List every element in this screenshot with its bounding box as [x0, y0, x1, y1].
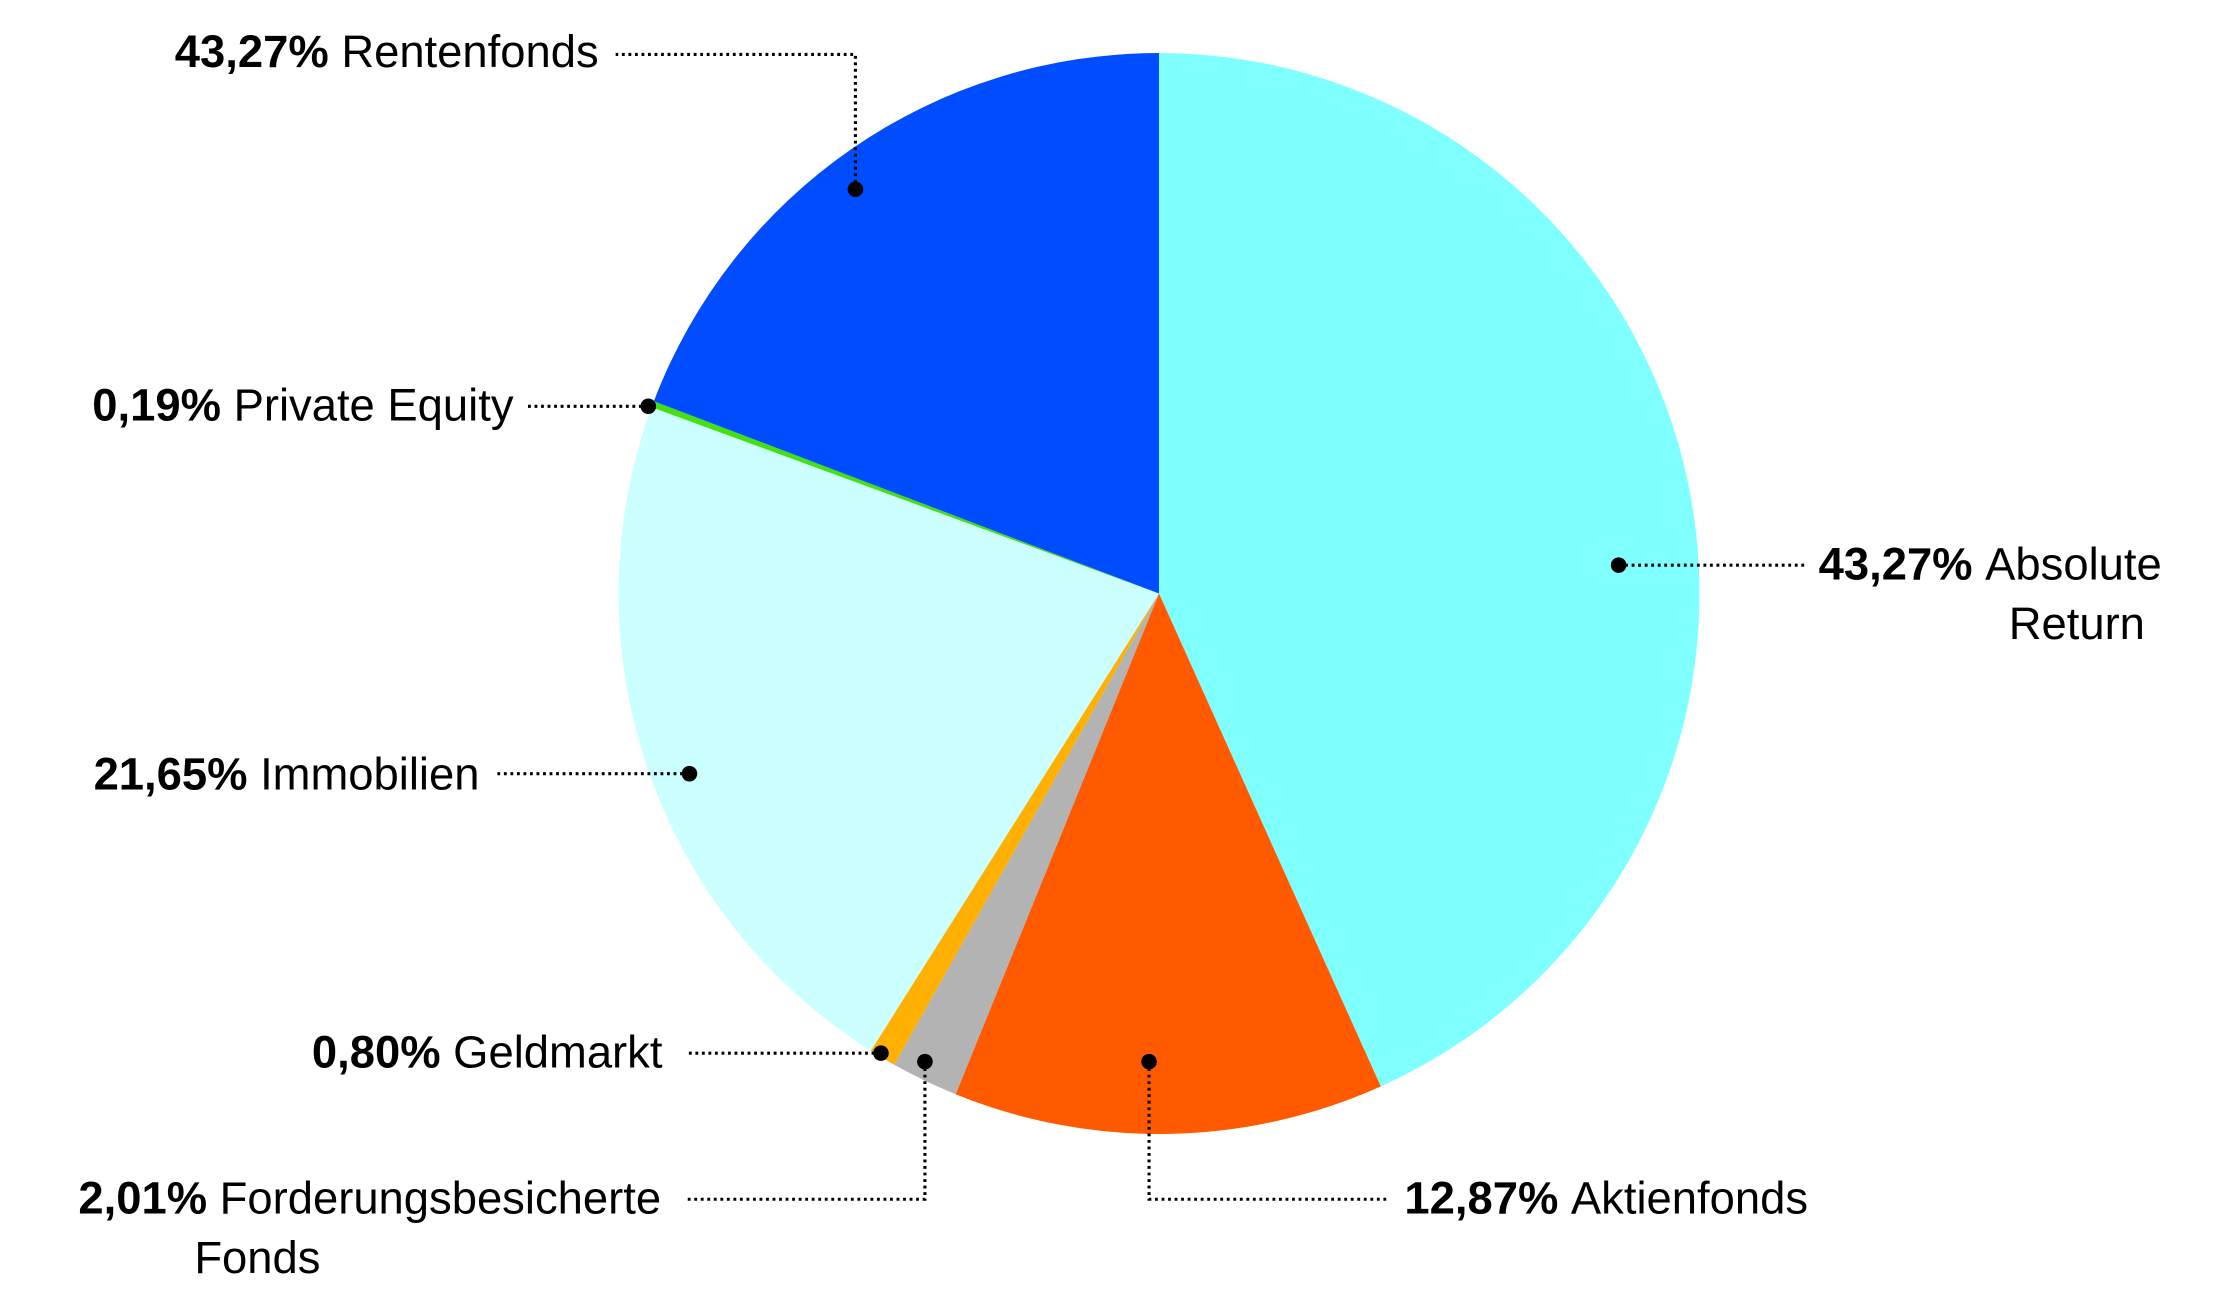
data-label-immobilien: 21,65% Immobilien — [94, 748, 480, 799]
data-label-rentenfonds: 43,27% Rentenfonds — [175, 26, 599, 77]
category-label: Forderungsbesicherte — [220, 1172, 661, 1223]
category-label: Geldmarkt — [453, 1026, 663, 1077]
data-label-aktienfonds: 12,87% Aktienfonds — [1404, 1172, 1808, 1223]
pie-slice-aktienfonds — [955, 593, 1381, 1134]
category-label: Private Equity — [234, 379, 514, 430]
pie-slice-absolute-return — [1158, 53, 1700, 1087]
leader-line-aktienfonds — [1147, 1061, 1388, 1201]
category-label: Rentenfonds — [341, 26, 598, 77]
leader-dot-immobilien — [681, 765, 698, 782]
leader-dot-rentenfonds — [847, 181, 864, 198]
leader-dot-private-equity — [640, 398, 657, 415]
leader-lines — [493, 52, 1805, 1201]
leader-line-rentenfonds — [615, 52, 857, 190]
pie-slice-geldmarkt — [870, 593, 1159, 1065]
data-label-geldmarkt: 0,80% Geldmarkt — [312, 1026, 663, 1077]
pie-slice-private equity — [651, 401, 1159, 594]
leader-dots — [640, 181, 1627, 1070]
pie-slice-forderungsbesicherte-fonds — [894, 593, 1159, 1095]
percent-label: 43,27% — [1819, 538, 1973, 589]
data-label-private-equity: 0,19% Private Equity — [92, 379, 514, 430]
category-label: Immobilien — [260, 748, 479, 799]
percent-label: 21,65% — [94, 748, 248, 799]
data-label-forderungsbesicherte-fonds: 2,01% Forderungsbesicherte — [78, 1172, 661, 1223]
percent-label: 12,87% — [1404, 1172, 1558, 1223]
percent-label: 2,01% — [78, 1172, 207, 1223]
pie-slice-rentenfonds — [653, 53, 1159, 594]
category-label: Aktienfonds — [1571, 1172, 1808, 1223]
pie-slices — [618, 53, 1700, 1134]
leader-dot-absolute-return — [1610, 557, 1627, 573]
leader-dot-forderungsbesicherte-fonds — [917, 1053, 933, 1070]
category-label: Absolute — [1985, 538, 2162, 589]
leader-dot-geldmarkt — [873, 1045, 889, 1061]
data-label-forderungsbesicherte-fonds-line2: Fonds — [194, 1232, 320, 1283]
data-label-absolute-return-line2: Return — [2009, 598, 2145, 649]
percent-label: 43,27% — [175, 26, 329, 77]
leader-line-forderungsbesicherte-fonds — [686, 1061, 927, 1201]
percent-label: 0,80% — [312, 1026, 441, 1077]
data-label-absolute-return: 43,27% Absolute — [1819, 538, 2162, 589]
leader-dot-aktienfonds — [1141, 1053, 1157, 1070]
pie-slice-immobilien — [618, 407, 1159, 1051]
percent-label: 0,19% — [92, 379, 221, 430]
